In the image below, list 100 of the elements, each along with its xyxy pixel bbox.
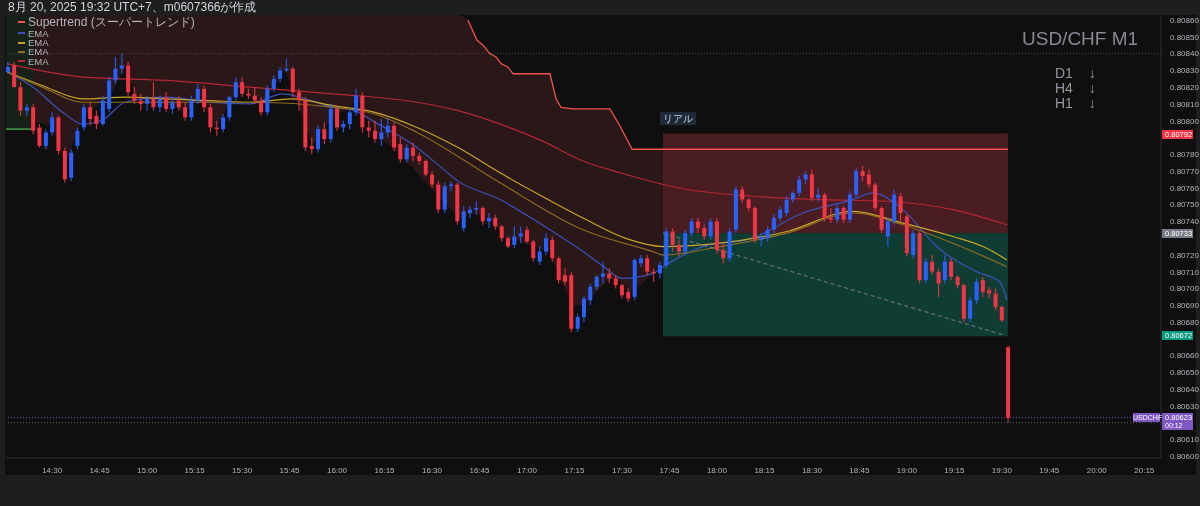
candlestick bbox=[1006, 345, 1011, 424]
candlestick bbox=[885, 217, 890, 248]
x-tick-label: 14:30 bbox=[42, 465, 63, 475]
x-tick-label: 15:45 bbox=[279, 465, 301, 475]
candlestick bbox=[588, 282, 593, 306]
x-tick-label: 20:15 bbox=[1134, 465, 1155, 475]
candlestick bbox=[993, 288, 998, 311]
candlestick bbox=[75, 126, 80, 150]
candlestick bbox=[411, 142, 416, 162]
candlestick bbox=[480, 205, 485, 226]
candlestick bbox=[752, 205, 757, 244]
y-tick-label: 0.80690 bbox=[1170, 301, 1200, 311]
candlestick bbox=[778, 205, 783, 222]
y-tick-label: 0.80840 bbox=[1170, 49, 1200, 59]
line-series bbox=[6, 63, 1008, 226]
candlestick bbox=[676, 239, 681, 258]
candlestick bbox=[740, 185, 745, 204]
candlestick bbox=[88, 101, 93, 127]
y-tick-label: 0.80700 bbox=[1170, 284, 1200, 294]
candlestick bbox=[468, 205, 473, 219]
candlestick bbox=[898, 192, 903, 222]
candlestick bbox=[373, 120, 378, 144]
candlestick bbox=[835, 204, 840, 224]
candlestick bbox=[822, 192, 827, 222]
candlestick bbox=[860, 165, 865, 182]
candlestick bbox=[31, 103, 36, 135]
annotation: H4 ↓ bbox=[1055, 80, 1096, 96]
x-tick-label: 16:00 bbox=[327, 465, 348, 475]
candlestick bbox=[968, 296, 973, 323]
annotation: USD/CHF M1 bbox=[1022, 28, 1139, 49]
x-tick-label: 19:45 bbox=[1039, 465, 1060, 475]
candlestick bbox=[759, 232, 764, 248]
candlestick bbox=[316, 125, 321, 154]
candlestick bbox=[923, 257, 928, 284]
candlestick bbox=[170, 96, 175, 115]
candlestick bbox=[309, 137, 314, 155]
candlestick bbox=[183, 101, 188, 122]
candlestick bbox=[50, 111, 55, 137]
candlestick bbox=[493, 214, 498, 231]
x-tick-label: 15:00 bbox=[137, 465, 158, 475]
candlestick bbox=[873, 182, 878, 212]
candlestick bbox=[423, 158, 428, 177]
candlestick bbox=[442, 182, 447, 214]
annotation: リアル bbox=[660, 112, 696, 125]
y-tick-label: 0.80680 bbox=[1170, 317, 1200, 327]
candlestick bbox=[607, 267, 612, 284]
candlestick bbox=[524, 225, 529, 244]
y-tick-label: 0.80710 bbox=[1170, 267, 1200, 277]
candlestick bbox=[335, 105, 340, 132]
candlestick bbox=[341, 120, 346, 133]
y-tick-label: 0.80860 bbox=[1170, 15, 1200, 25]
candlestick bbox=[43, 128, 48, 150]
candlestick bbox=[354, 88, 359, 117]
candlestick bbox=[854, 167, 859, 199]
candlestick bbox=[436, 180, 441, 214]
candlestick bbox=[600, 261, 605, 284]
candlestick bbox=[252, 86, 257, 105]
candlestick bbox=[430, 170, 435, 189]
candlestick bbox=[157, 95, 162, 113]
candlestick bbox=[866, 168, 871, 189]
candlestick bbox=[107, 76, 112, 113]
candlestick bbox=[360, 91, 365, 133]
candlestick bbox=[6, 61, 10, 75]
legend-label: EMA bbox=[28, 27, 49, 39]
candlestick bbox=[657, 261, 662, 279]
candlestick bbox=[569, 271, 574, 333]
candlestick bbox=[942, 254, 947, 284]
candlestick bbox=[138, 93, 143, 112]
candlestick bbox=[12, 61, 17, 88]
candlestick bbox=[892, 189, 897, 226]
candlestick bbox=[195, 83, 200, 105]
candlestick bbox=[809, 168, 814, 202]
candlestick bbox=[474, 200, 479, 216]
candlestick bbox=[841, 205, 846, 224]
candlestick bbox=[727, 227, 732, 263]
candlestick bbox=[233, 76, 238, 102]
candlestick bbox=[347, 108, 352, 130]
candlestick bbox=[683, 229, 688, 256]
candlestick bbox=[917, 230, 922, 284]
candlestick bbox=[638, 254, 643, 268]
y-tick-label: 0.80630 bbox=[1170, 401, 1200, 411]
candlestick bbox=[961, 282, 966, 323]
candlestick bbox=[936, 267, 941, 298]
candlestick bbox=[594, 274, 599, 291]
legend-label: EMA bbox=[28, 46, 49, 58]
x-tick-label: 17:45 bbox=[659, 465, 680, 475]
candlestick bbox=[69, 148, 74, 182]
candlestick bbox=[531, 239, 536, 263]
y-tick-label: 0.80770 bbox=[1170, 166, 1200, 176]
x-tick-label: 18:00 bbox=[706, 465, 728, 475]
x-tick-label: 20:00 bbox=[1086, 465, 1108, 475]
candlestick bbox=[626, 288, 631, 303]
candlestick bbox=[746, 197, 751, 212]
candlestick bbox=[784, 195, 789, 217]
annotation: H1 ↓ bbox=[1055, 95, 1096, 111]
candlestick bbox=[202, 84, 207, 113]
x-tick-label: 19:15 bbox=[944, 465, 965, 475]
candlestick bbox=[303, 96, 308, 152]
candlestick bbox=[164, 91, 169, 113]
y-tick-label: 0.80750 bbox=[1170, 200, 1200, 210]
